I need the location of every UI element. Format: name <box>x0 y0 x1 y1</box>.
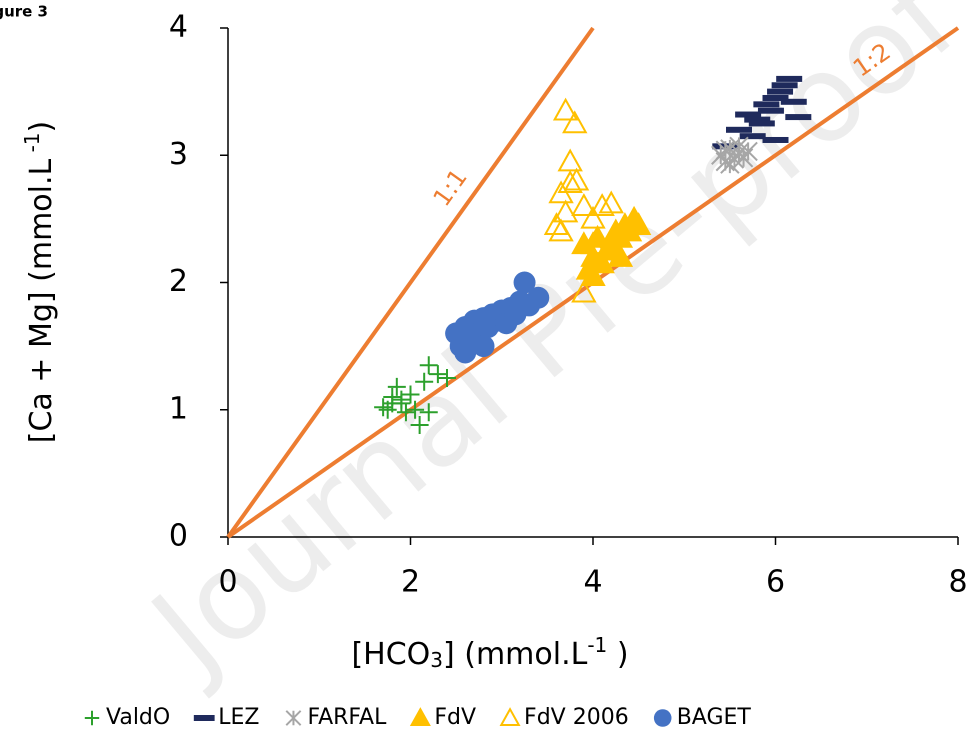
plus-marker <box>419 403 438 422</box>
y-axis-title-part: ) <box>24 121 59 133</box>
legend-label: FdV <box>434 705 476 730</box>
dash-marker <box>776 75 803 82</box>
triangle-marker <box>580 231 606 255</box>
x-tick-label: 8 <box>948 565 967 600</box>
dash-marker <box>767 88 794 95</box>
dash-marker <box>193 715 215 721</box>
legend-label: FARFAL <box>307 705 387 730</box>
legend-label: LEZ <box>218 705 259 730</box>
x-tick-label: 0 <box>218 565 237 600</box>
asterisk-marker <box>715 140 736 160</box>
plus-marker <box>410 416 429 435</box>
triangle-marker <box>607 243 634 267</box>
triangle-marker <box>499 707 521 727</box>
plus-marker <box>401 385 420 404</box>
triangle-marker <box>563 167 590 191</box>
plus-marker <box>387 377 406 396</box>
circle-marker <box>653 709 672 727</box>
plus-marker <box>383 394 402 413</box>
x-axis-title-part: ) <box>607 637 628 672</box>
y-tick-label: 4 <box>169 10 188 45</box>
triangle-marker <box>557 148 583 172</box>
y-tick-label: 2 <box>169 264 188 299</box>
plus-marker <box>374 398 393 417</box>
x-axis-title-part: ] (mmol.L <box>443 637 588 672</box>
dash-marker <box>748 120 775 127</box>
triangle-marker <box>571 193 597 216</box>
triangle-marker <box>409 707 431 727</box>
asterisk-marker <box>720 154 740 174</box>
circle-marker <box>472 335 495 358</box>
circle-marker <box>527 286 550 309</box>
dash-marker <box>744 116 771 123</box>
triangle-marker <box>580 263 606 286</box>
asterisk-marker <box>738 141 758 162</box>
y-tick-label: 3 <box>169 137 188 172</box>
x-tick-label: 6 <box>766 565 785 600</box>
triangle-marker <box>548 180 574 204</box>
x-tick-label: 2 <box>401 565 420 600</box>
asterisk-marker <box>285 710 302 726</box>
plus-marker <box>396 403 415 422</box>
dash-marker <box>739 133 766 140</box>
dash-marker <box>726 126 752 133</box>
plus-marker <box>392 390 411 409</box>
dash-marker <box>785 114 812 121</box>
plus-marker <box>415 372 434 391</box>
x-axis-title: [HCO3] (mmol.L-1 ) <box>351 633 628 672</box>
dash-marker <box>753 101 780 108</box>
x-axis-title-part: [HCO <box>351 637 430 672</box>
plus-marker <box>438 368 456 387</box>
legend-label: FdV 2006 <box>524 705 629 730</box>
legend-label: BAGET <box>677 705 752 730</box>
y-tick-label: 1 <box>169 391 188 426</box>
y-tick-label: 0 <box>169 519 188 554</box>
dash-marker <box>771 82 798 89</box>
dash-marker <box>780 98 807 105</box>
triangle-marker <box>589 250 615 274</box>
triangle-marker <box>589 193 615 216</box>
x-tick-label: 4 <box>583 565 602 600</box>
circle-marker <box>513 271 536 294</box>
triangle-marker <box>548 218 574 242</box>
y-axis-title-part: [Ca + Mg] (mmol.L <box>24 158 59 443</box>
y-axis-title-part: -1 <box>20 132 44 158</box>
triangle-marker <box>552 97 579 121</box>
dash-marker <box>757 107 784 114</box>
triangle-marker <box>598 190 624 214</box>
dash-marker <box>762 94 789 101</box>
plus-marker <box>419 356 438 375</box>
legend-label: ValdO <box>106 705 170 730</box>
x-axis-title-part: -1 <box>587 633 607 657</box>
dash-marker <box>735 111 762 118</box>
plus-marker <box>84 710 100 726</box>
triangle-marker <box>562 110 588 134</box>
asterisk-marker <box>729 136 749 157</box>
reference-line <box>226 26 595 539</box>
triangle-marker <box>580 205 606 229</box>
triangle-marker <box>625 212 652 236</box>
y-axis-title: [Ca + Mg] (mmol.L -1) <box>20 121 59 444</box>
triangle-marker <box>552 199 579 223</box>
dash-marker <box>762 136 789 143</box>
figure-label: Figure 3 <box>0 3 48 21</box>
plus-marker <box>428 365 447 384</box>
circle-marker <box>454 341 477 364</box>
plus-marker <box>406 400 425 419</box>
triangle-marker <box>557 170 583 194</box>
triangle-marker <box>571 279 597 303</box>
x-axis-title-part: 3 <box>430 648 443 672</box>
